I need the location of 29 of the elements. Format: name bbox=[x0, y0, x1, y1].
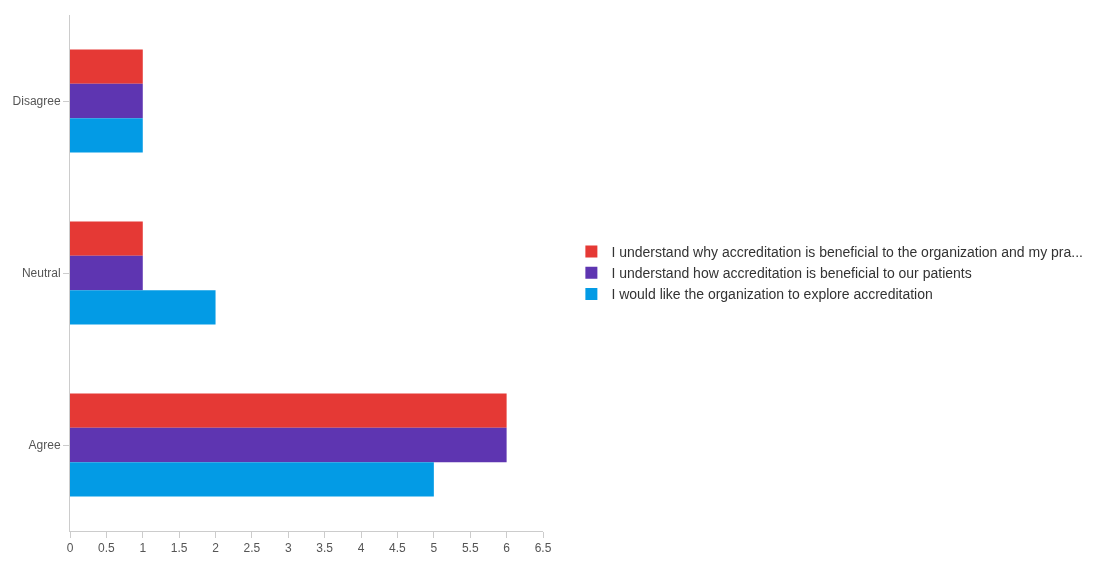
x-tick-label: 3.5 bbox=[316, 541, 334, 556]
bar bbox=[70, 83, 143, 119]
x-tick-label: 0.5 bbox=[98, 541, 116, 556]
legend-label: I understand how accreditation is beneficial to our patients bbox=[611, 265, 972, 282]
bar bbox=[70, 290, 216, 325]
x-tick-label: 1 bbox=[139, 541, 147, 556]
x-tick-label: 2 bbox=[212, 541, 220, 556]
x-tick-label: 6 bbox=[503, 541, 511, 556]
x-tick-label: 1.5 bbox=[170, 541, 188, 556]
x-tick-label: 2.5 bbox=[243, 541, 261, 556]
legend-label: I understand why accreditation is beneficial to the organization and my pra... bbox=[611, 244, 1083, 261]
x-tick-label: 0 bbox=[66, 541, 74, 556]
bar bbox=[70, 221, 143, 256]
x-tick-label: 5.5 bbox=[461, 541, 479, 556]
y-tick-label: Agree bbox=[28, 438, 61, 453]
y-tick-label: Neutral bbox=[21, 266, 61, 281]
legend-label: I would like the organization to explore accreditation bbox=[611, 286, 933, 303]
bar bbox=[70, 118, 143, 153]
y-tick-label: Disagree bbox=[12, 94, 61, 109]
x-tick-label: 5 bbox=[430, 541, 438, 556]
bar bbox=[70, 255, 143, 291]
x-tick-label: 6.5 bbox=[534, 541, 552, 556]
bar bbox=[70, 427, 507, 463]
bar bbox=[70, 49, 143, 84]
bar bbox=[70, 393, 507, 428]
x-tick-label: 4 bbox=[357, 541, 365, 556]
x-tick-label: 3 bbox=[284, 541, 292, 556]
x-tick-label: 4.5 bbox=[389, 541, 407, 556]
bar bbox=[70, 462, 434, 497]
